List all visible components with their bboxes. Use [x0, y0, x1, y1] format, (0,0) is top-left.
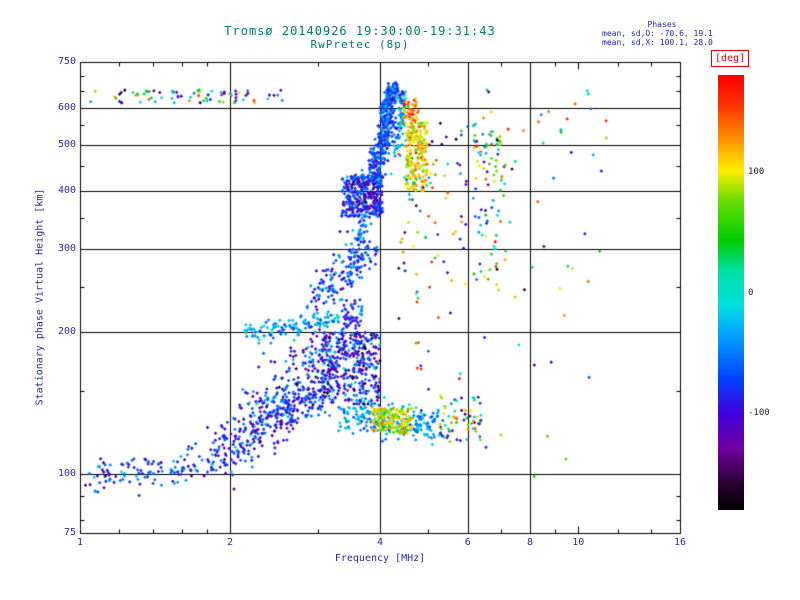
plot-subtitle: RwPretec (8p): [310, 38, 410, 51]
phase-stats: Phases mean, sd,O: -70.6, 19.1 mean, sd,…: [602, 20, 722, 47]
phase-stats-x-mode: mean, sd,X: 100.1, 28.0: [602, 38, 713, 47]
y-tick-label: 600: [57, 101, 76, 113]
x-tick-labels: 1 2 4 6 8 10 16: [0, 537, 800, 551]
x-tick-label: 4: [376, 537, 384, 548]
x-tick-label: 8: [526, 537, 534, 548]
y-tick-label: 750: [57, 56, 76, 67]
y-tick-label: 75: [63, 527, 76, 538]
y-tick-label: 200: [57, 326, 76, 338]
x-axis-label: Frequency [MHz]: [334, 553, 426, 564]
colorbar-tick-label: 100: [748, 166, 765, 177]
colorbar-tick-label: 0: [748, 287, 754, 298]
colorbar-tick-label: -100: [748, 408, 770, 419]
x-tick-label: 10: [572, 537, 585, 548]
y-tick-label: 100: [57, 468, 76, 480]
x-tick-label: 2: [226, 537, 234, 548]
y-tick-label: 500: [57, 138, 76, 150]
x-tick-label: 16: [673, 537, 687, 548]
x-tick-label: 1: [76, 537, 84, 548]
phase-stats-o-mode: mean, sd,O: -70.6, 19.1: [602, 29, 713, 38]
phase-stats-header: Phases: [647, 20, 677, 29]
colorbar: [718, 75, 744, 510]
colorbar-unit-label: [deg]: [711, 50, 750, 67]
y-tick-label: 400: [57, 184, 76, 196]
plot-title: Tromsø 20140926 19:30:00-19:31:43: [224, 24, 496, 38]
y-tick-labels: 750 600 500 400 300 200 100 75: [42, 0, 76, 600]
y-tick-label: 300: [57, 243, 76, 255]
colorbar-tick-labels: 100 0 -100: [748, 0, 792, 600]
x-tick-label: 6: [464, 537, 471, 548]
